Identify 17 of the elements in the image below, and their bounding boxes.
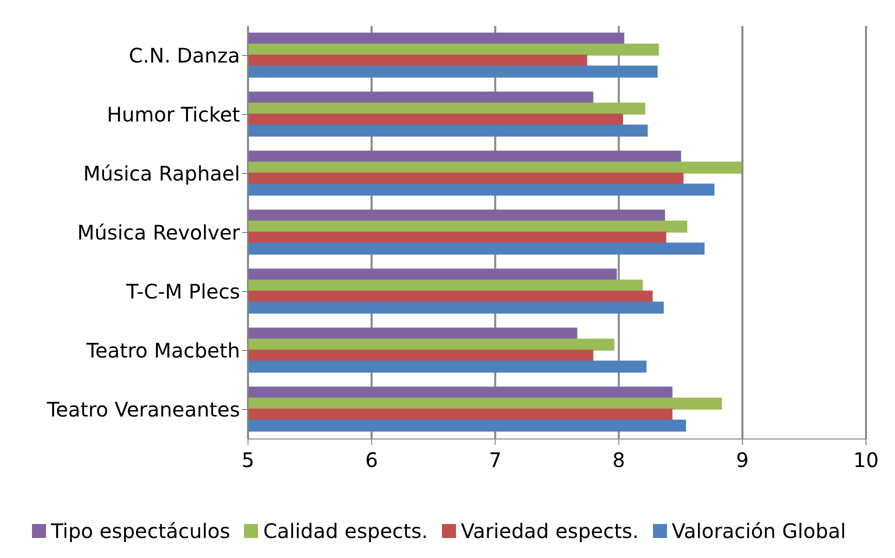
x-tick-label: 9 xyxy=(736,448,749,472)
x-tick-label: 8 xyxy=(612,448,626,472)
y-tick-label: Música Revolver xyxy=(77,220,241,245)
y-tick-label: Teatro Macbeth xyxy=(85,338,240,363)
y-tick-label: C.N. Danza xyxy=(128,44,240,68)
x-tick-label: 5 xyxy=(242,448,254,472)
legend-label: Valoración Global xyxy=(670,519,846,543)
y-tick-label: Teatro Veraneantes xyxy=(46,398,240,422)
y-tick-label: T-C-M Plecs xyxy=(125,280,240,304)
x-tick-label: 6 xyxy=(365,448,378,472)
legend-label: Variedad espects. xyxy=(460,519,639,543)
x-tick-label: 7 xyxy=(488,448,502,472)
x-tick-label: 10 xyxy=(853,448,879,472)
legend-label: Calidad espects. xyxy=(262,519,428,543)
y-tick-label: Humor Ticket xyxy=(106,102,240,127)
y-tick-label: Música Raphael xyxy=(83,162,240,186)
legend-label: Tipo espectáculos xyxy=(50,519,230,543)
